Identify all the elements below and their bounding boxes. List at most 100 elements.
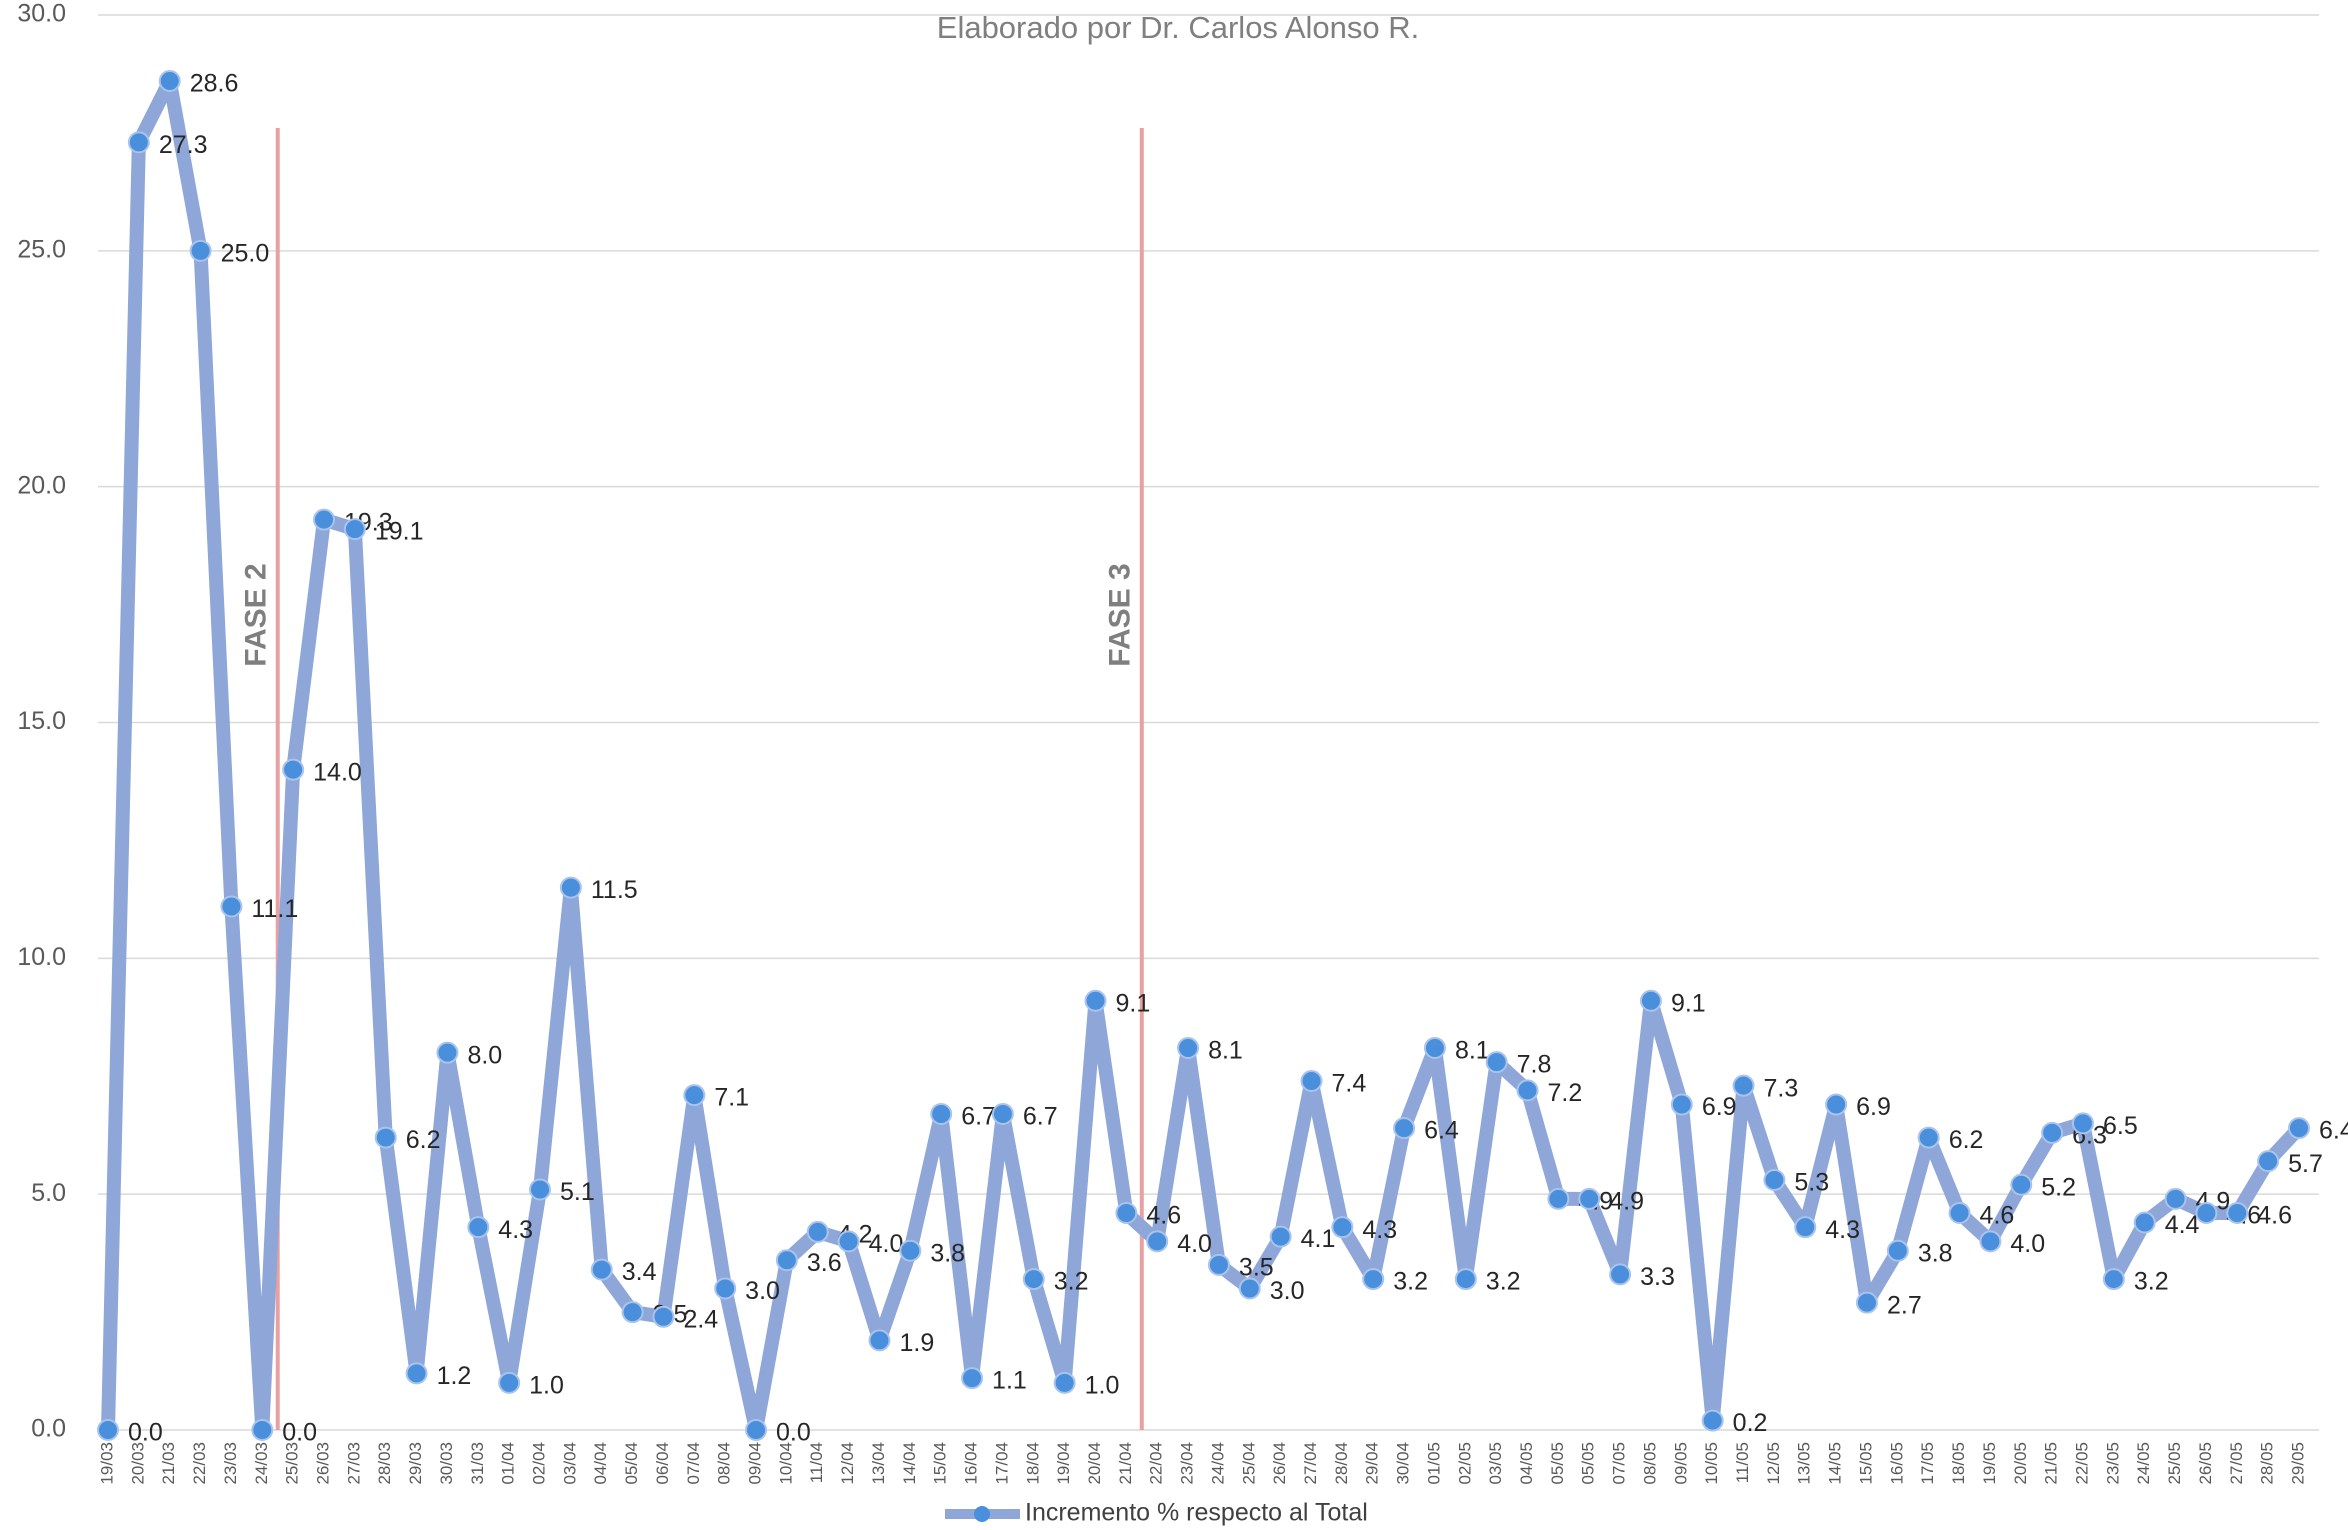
x-tick-label: 01/05	[1424, 1442, 1443, 1485]
x-tick-label: 28/05	[2258, 1442, 2277, 1485]
data-point	[2257, 1150, 2280, 1173]
x-tick-label: 19/05	[1980, 1442, 1999, 1485]
data-point	[1485, 1051, 1508, 1074]
data-point	[282, 758, 305, 781]
data-label: 0.2	[1733, 1409, 1768, 1437]
data-label: 4.3	[1825, 1216, 1860, 1244]
data-label: 3.0	[1270, 1277, 1305, 1305]
data-label: 0.0	[282, 1419, 317, 1447]
x-tick-label: 03/05	[1486, 1442, 1505, 1485]
data-label: 3.0	[745, 1277, 780, 1305]
data-point	[2102, 1268, 2125, 1291]
data-point	[1609, 1263, 1632, 1286]
data-label: 3.2	[2134, 1268, 2169, 1296]
data-label: 4.9	[1609, 1187, 1644, 1215]
data-label: 6.4	[1424, 1117, 1459, 1145]
data-point	[498, 1371, 521, 1394]
data-point	[1855, 1291, 1878, 1314]
data-point	[1423, 1036, 1446, 1059]
data-label: 4.3	[1362, 1216, 1397, 1244]
data-point	[961, 1367, 984, 1390]
x-tick-label: 16/05	[1887, 1442, 1906, 1485]
data-point	[1238, 1277, 1261, 1300]
y-tick-label: 5.0	[31, 1179, 66, 1207]
x-tick-label: 25/05	[2165, 1442, 2184, 1485]
data-point	[467, 1216, 490, 1239]
data-point	[1084, 989, 1107, 1012]
data-point	[2226, 1202, 2249, 1225]
data-label: 27.3	[159, 131, 208, 159]
data-point	[1639, 989, 1662, 1012]
data-point	[930, 1102, 953, 1125]
data-label: 6.7	[1023, 1103, 1058, 1131]
y-tick-label: 15.0	[17, 707, 66, 735]
data-point	[127, 131, 150, 154]
x-tick-label: 27/03	[344, 1442, 363, 1485]
data-label: 6.7	[961, 1103, 996, 1131]
x-tick-label: 21/04	[1116, 1442, 1135, 1485]
data-point	[2133, 1211, 2156, 1234]
data-label: 19.1	[375, 518, 424, 546]
data-point	[1670, 1093, 1693, 1116]
x-tick-label: 22/03	[190, 1442, 209, 1485]
data-point	[590, 1258, 613, 1281]
data-label: 1.1	[992, 1367, 1027, 1395]
x-tick-label: 20/03	[128, 1442, 147, 1485]
data-point	[1300, 1069, 1323, 1092]
data-point	[1794, 1216, 1817, 1239]
x-tick-label: 19/04	[1054, 1442, 1073, 1485]
x-tick-label: 25/04	[1239, 1442, 1258, 1485]
data-point	[1516, 1079, 1539, 1102]
data-label: 7.3	[1764, 1074, 1799, 1102]
data-point	[1053, 1371, 1076, 1394]
data-label: 3.2	[1054, 1268, 1089, 1296]
x-tick-label: 04/04	[591, 1442, 610, 1485]
x-tick-label: 05/05	[1548, 1442, 1567, 1485]
data-point	[1146, 1230, 1169, 1253]
data-point	[621, 1301, 644, 1324]
x-tick-label: 30/03	[437, 1442, 456, 1485]
x-tick-label: 12/04	[838, 1442, 857, 1485]
x-tick-label: 10/05	[1702, 1442, 1721, 1485]
data-label: 6.9	[1702, 1093, 1737, 1121]
x-tick-label: 06/04	[653, 1442, 672, 1485]
x-tick-label: 08/04	[715, 1442, 734, 1485]
data-label: 7.4	[1332, 1070, 1367, 1098]
data-point	[1331, 1216, 1354, 1239]
data-point	[1269, 1225, 1292, 1248]
x-tick-label: 29/03	[406, 1442, 425, 1485]
data-point	[343, 518, 366, 541]
data-point	[1886, 1239, 1909, 1262]
data-label: 8.1	[1455, 1037, 1490, 1065]
data-label: 3.4	[622, 1258, 657, 1286]
data-point	[745, 1419, 768, 1441]
data-label: 8.0	[467, 1041, 502, 1069]
data-point	[1177, 1036, 1200, 1059]
data-label: 0.0	[776, 1419, 811, 1447]
x-tick-label: 02/05	[1455, 1442, 1474, 1485]
x-tick-label: 29/05	[2288, 1442, 2307, 1485]
data-point	[1763, 1169, 1786, 1192]
data-label: 2.4	[683, 1305, 718, 1333]
x-tick-label: 10/04	[776, 1442, 795, 1485]
data-point	[1979, 1230, 2002, 1253]
x-tick-label: 23/03	[221, 1442, 240, 1485]
x-tick-label: 26/04	[1270, 1442, 1289, 1485]
data-label: 9.1	[1671, 989, 1706, 1017]
y-tick-label: 25.0	[17, 235, 66, 263]
data-label: 9.1	[1115, 989, 1150, 1017]
x-tick-label: 24/04	[1208, 1442, 1227, 1485]
x-tick-label: 25/03	[283, 1442, 302, 1485]
data-label: 6.4	[2319, 1117, 2348, 1145]
x-tick-label: 23/04	[1178, 1442, 1197, 1485]
x-tick-label: 23/05	[2103, 1442, 2122, 1485]
data-point	[1948, 1202, 1971, 1225]
y-tick-label: 20.0	[17, 471, 66, 499]
x-tick-label: 15/04	[931, 1442, 950, 1485]
x-tick-label: 26/03	[313, 1442, 332, 1485]
data-point	[991, 1102, 1014, 1125]
data-point	[1547, 1187, 1570, 1210]
x-tick-label: 24/03	[252, 1442, 271, 1485]
data-label: 5.3	[1794, 1169, 1829, 1197]
data-point	[251, 1419, 274, 1441]
